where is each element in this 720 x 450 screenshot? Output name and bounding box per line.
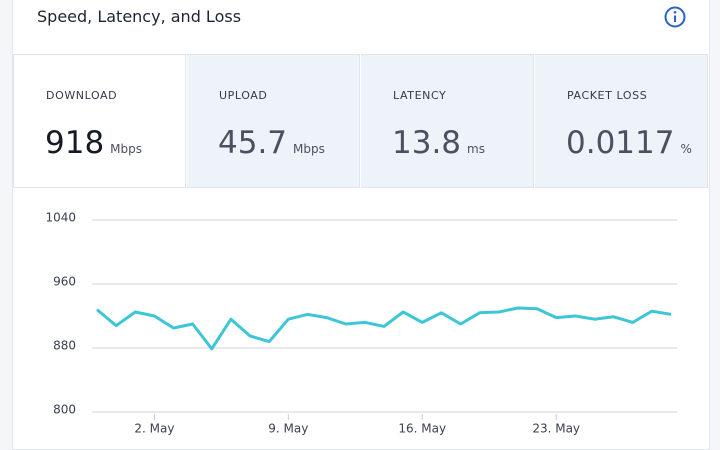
metric-tile: LATENCY 13.8 ms <box>361 54 534 188</box>
metric-label: UPLOAD <box>219 89 268 102</box>
metric-label: DOWNLOAD <box>46 89 118 102</box>
metric-label: LATENCY <box>393 89 447 102</box>
metric-value: 45.7 <box>218 125 288 161</box>
card-title: Speed, Latency, and Loss <box>37 7 242 26</box>
metric-value-row: 45.7 Mbps <box>218 125 325 161</box>
metric-value: 13.8 <box>392 125 462 161</box>
x-tick-label: 23. May <box>532 422 580 436</box>
info-icon[interactable] <box>663 5 687 29</box>
metric-value-row: 13.8 ms <box>392 125 485 161</box>
y-tick-label: 800 <box>53 403 76 417</box>
metric-value: 0.0117 <box>566 125 675 161</box>
page: Speed, Latency, and Loss DOWNLOAD 918 Mbps… <box>12 0 710 450</box>
metric-tile: PACKET LOSS 0.0117% <box>535 54 708 188</box>
metric-value-row: 918 Mbps <box>45 125 142 161</box>
metric-unit: Mbps <box>110 142 143 156</box>
metric-value-row: 0.0117% <box>566 125 692 161</box>
metric-unit: % <box>680 142 692 156</box>
y-tick-label: 960 <box>53 275 76 289</box>
metric-tile: UPLOAD 45.7 Mbps <box>187 54 360 188</box>
metric-unit: Mbps <box>293 142 325 156</box>
metric-tile: DOWNLOAD 918 Mbps <box>13 54 186 188</box>
metric-unit: ms <box>467 142 485 156</box>
y-tick-label: 1040 <box>45 211 76 225</box>
x-tick-label: 16. May <box>398 422 446 436</box>
data-line <box>96 306 672 351</box>
metric-value: 918 <box>45 125 105 161</box>
metric-label: PACKET LOSS <box>567 89 648 102</box>
x-tick-label: 2. May <box>134 422 174 436</box>
x-tick-label: 9. May <box>268 422 308 436</box>
y-tick-label: 880 <box>53 339 76 353</box>
chart: 800 880 960 1040 2. May 9. May 16. May 23. May <box>45 211 677 436</box>
